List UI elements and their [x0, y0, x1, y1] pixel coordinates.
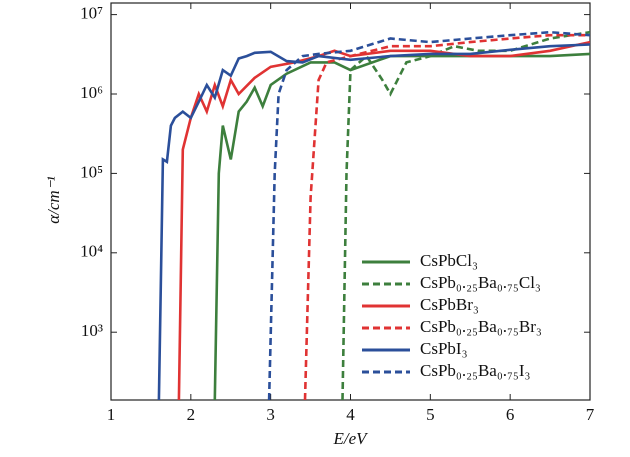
x-tick-label: 3 — [266, 405, 275, 424]
y-tick-label: 10⁶ — [80, 83, 103, 102]
x-tick-label: 1 — [107, 405, 116, 424]
x-tick-label: 5 — [426, 405, 435, 424]
plot-lines — [157, 30, 590, 400]
series-line — [303, 33, 590, 400]
x-tick-label: 6 — [506, 405, 515, 424]
series-line — [157, 43, 590, 400]
legend-label: CsPbI₃ — [420, 339, 468, 358]
legend-label: CsPb₀.₂₅Ba₀.₇₅I₃ — [420, 361, 531, 380]
y-tick-label: 10⁷ — [80, 4, 103, 23]
y-tick-label: 10³ — [81, 321, 103, 340]
y-axis-label: α/cm⁻¹ — [44, 176, 63, 224]
legend-label: CsPb₀.₂₅Ba₀.₇₅Br₃ — [420, 317, 542, 336]
legend-label: CsPbCl₃ — [420, 251, 478, 270]
x-tick-label: 7 — [586, 405, 595, 424]
y-tick-label: 10⁵ — [80, 162, 103, 181]
x-axis-label: E/eV — [332, 429, 369, 448]
series-line — [177, 40, 590, 400]
y-tick-label: 10⁴ — [80, 242, 103, 261]
series-line — [267, 30, 590, 400]
x-tick-label: 4 — [346, 405, 355, 424]
legend-label: CsPbBr₃ — [420, 295, 479, 314]
series-line — [213, 52, 590, 400]
x-tick-label: 2 — [187, 405, 196, 424]
legend-label: CsPb₀.₂₅Ba₀.₇₅Cl₃ — [420, 273, 541, 292]
series-line — [341, 30, 590, 400]
